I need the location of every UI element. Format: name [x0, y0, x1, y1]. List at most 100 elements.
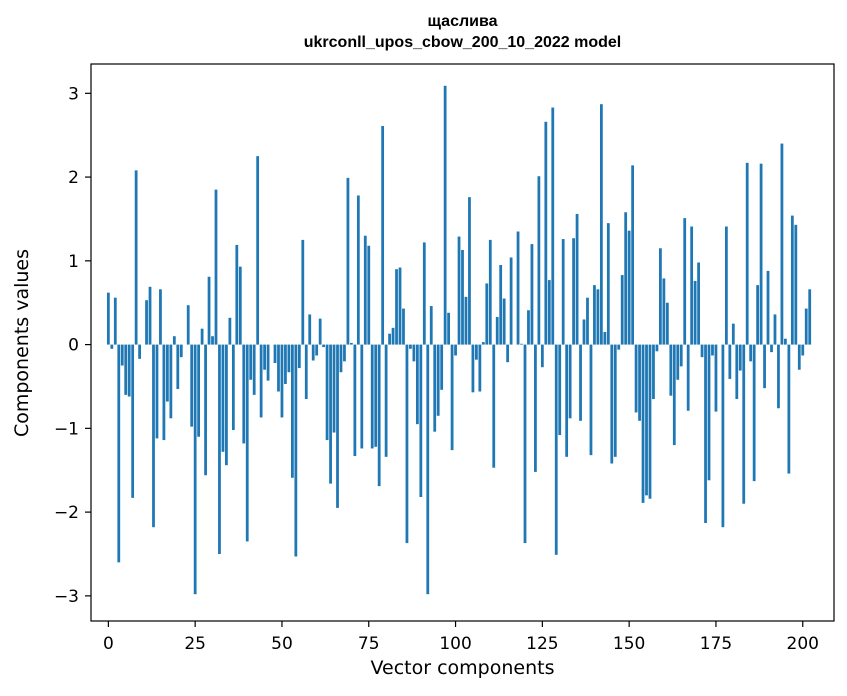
- bar: [443, 85, 447, 345]
- x-tick-label: 150: [613, 634, 645, 654]
- plot-frame: [90, 63, 835, 622]
- bar: [318, 318, 322, 345]
- bar: [218, 344, 221, 554]
- bar: [148, 286, 152, 345]
- bar: [617, 344, 621, 350]
- bar: [596, 289, 600, 345]
- bar: [162, 344, 166, 441]
- bar: [672, 344, 676, 446]
- y-tick-label: 3: [68, 84, 79, 104]
- bar: [350, 342, 353, 345]
- bar: [780, 143, 784, 345]
- bar: [447, 312, 450, 345]
- bar: [315, 344, 319, 356]
- bar: [464, 296, 468, 345]
- bar: [693, 280, 697, 345]
- bar: [492, 344, 496, 468]
- bar: [471, 344, 475, 393]
- bar: [582, 319, 586, 345]
- bar: [641, 344, 645, 503]
- bar: [534, 344, 537, 472]
- bar: [308, 314, 312, 345]
- bar: [738, 344, 742, 371]
- bar: [714, 344, 718, 412]
- bar: [415, 344, 419, 425]
- bar: [749, 344, 753, 362]
- bar: [311, 344, 315, 361]
- bar: [186, 305, 190, 345]
- bar: [731, 323, 735, 345]
- bar: [287, 344, 291, 373]
- bar: [325, 344, 329, 441]
- bar: [502, 298, 506, 345]
- bar: [520, 343, 523, 345]
- bar: [346, 177, 350, 345]
- bar: [797, 344, 801, 370]
- bar: [544, 121, 548, 345]
- bar: [124, 344, 128, 395]
- bar: [475, 344, 478, 360]
- bar: [735, 344, 739, 400]
- x-axis-label: Vector components: [370, 657, 555, 679]
- bar: [155, 344, 159, 439]
- bar: [707, 344, 711, 481]
- bar: [478, 344, 482, 392]
- y-tick-label: 0: [68, 336, 79, 356]
- bar: [572, 238, 575, 345]
- bar: [343, 344, 346, 362]
- bar: [558, 344, 562, 436]
- bar: [537, 176, 541, 345]
- bar: [280, 344, 284, 418]
- bar: [457, 236, 461, 345]
- x-tick-label: 100: [439, 634, 471, 654]
- bar: [339, 344, 343, 373]
- bar: [468, 197, 471, 345]
- bar: [238, 266, 242, 345]
- x-tick-label: 125: [526, 634, 558, 654]
- bar: [127, 344, 131, 397]
- bar: [662, 278, 666, 345]
- y-axis-label: Components values: [11, 248, 33, 438]
- bar: [384, 344, 388, 457]
- bar: [631, 165, 635, 345]
- bar: [256, 156, 260, 345]
- bar: [277, 344, 280, 392]
- bar: [551, 107, 555, 345]
- bar: [575, 213, 579, 345]
- bar: [200, 328, 204, 345]
- bar: [627, 230, 631, 345]
- bar: [211, 336, 214, 345]
- bar: [777, 344, 780, 409]
- bar: [290, 344, 294, 478]
- bar: [700, 344, 704, 358]
- bar: [377, 344, 381, 487]
- bar: [332, 344, 336, 433]
- bar: [409, 344, 412, 349]
- bar: [252, 344, 256, 395]
- x-tick-label: 0: [103, 634, 114, 654]
- bar: [304, 344, 308, 400]
- bar: [152, 344, 155, 528]
- bar: [679, 344, 683, 367]
- bar: [405, 344, 409, 544]
- bar: [433, 344, 437, 432]
- bar: [134, 170, 138, 345]
- bar: [235, 244, 239, 345]
- bar: [450, 344, 454, 451]
- bar: [204, 344, 207, 476]
- bar: [652, 344, 655, 400]
- bar: [294, 344, 298, 557]
- bar: [273, 344, 277, 364]
- bar: [540, 344, 544, 368]
- bar: [221, 344, 225, 452]
- bar: [363, 235, 367, 345]
- bar: [565, 344, 569, 457]
- bar: [586, 297, 589, 345]
- bar: [388, 333, 391, 345]
- bar: [207, 276, 211, 345]
- bar: [336, 344, 339, 508]
- bar: [554, 344, 558, 555]
- bar: [485, 283, 489, 345]
- bar: [488, 239, 492, 345]
